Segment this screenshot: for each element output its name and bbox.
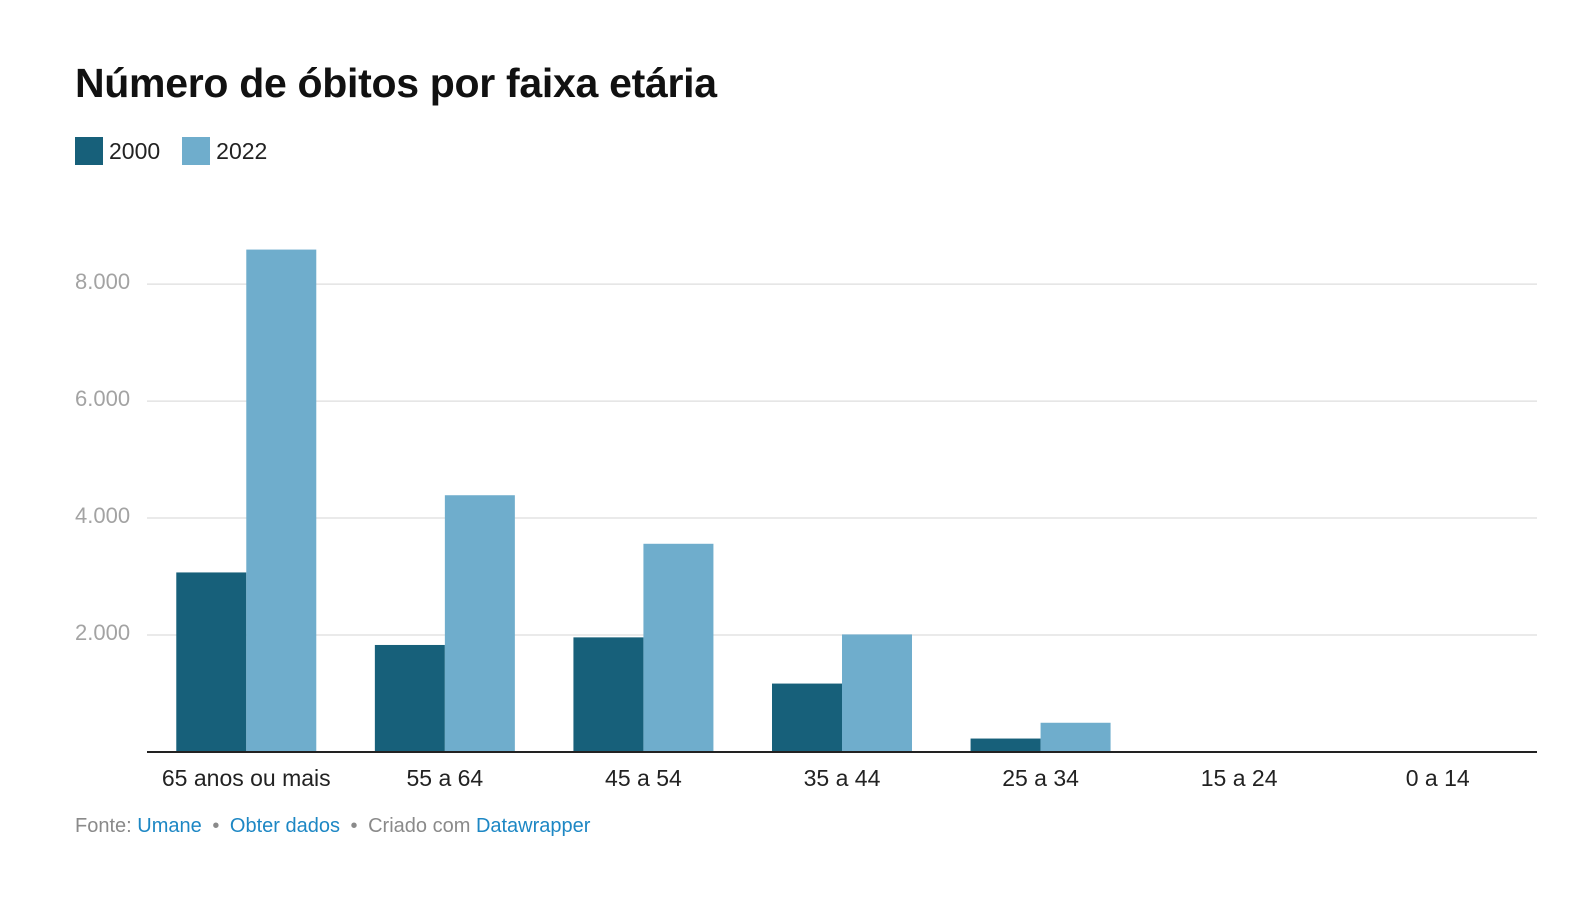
bar-2022 [1040, 722, 1111, 752]
bar-2022 [444, 495, 515, 752]
x-tick-label: 55 a 64 [406, 765, 483, 791]
bar-2000 [374, 644, 445, 752]
x-tick-label: 15 a 24 [1201, 765, 1278, 791]
x-tick-label: 35 a 44 [804, 765, 881, 791]
bar-2000 [772, 683, 842, 752]
y-tick-label: 6.000 [75, 386, 130, 411]
bar-2022 [842, 634, 912, 752]
x-tick-label: 65 anos ou mais [162, 765, 331, 791]
y-tick-label: 8.000 [75, 269, 130, 294]
x-tick-label: 25 a 34 [1002, 765, 1079, 791]
source-label: Fonte: [75, 815, 132, 837]
legend: 2000 2022 [75, 137, 289, 165]
get-data-link[interactable]: Obter dados [229, 815, 340, 837]
chart-title: Número de óbitos por faixa etária [75, 60, 717, 106]
legend-item-2000: 2000 [75, 137, 160, 165]
footer-separator: • [212, 815, 220, 837]
x-tick-label: 0 a 14 [1406, 765, 1470, 791]
legend-label-2022: 2022 [216, 137, 268, 164]
bar-2000 [970, 738, 1041, 752]
bar-2022 [643, 543, 714, 752]
legend-swatch-2000 [75, 137, 103, 165]
y-tick-label: 4.000 [75, 503, 130, 528]
bar-2000 [573, 637, 644, 752]
legend-swatch-2022 [182, 137, 211, 165]
source-link[interactable]: Umane [137, 815, 202, 837]
y-tick-label: 2.000 [75, 620, 130, 645]
x-tick-label: 45 a 54 [605, 765, 682, 791]
created-with-label: Criado com [368, 815, 471, 837]
legend-item-2022: 2022 [182, 137, 267, 165]
footer: Fonte: Umane • Obter dados • Criado com … [75, 815, 590, 838]
bar-2022 [246, 249, 317, 752]
bar-2000 [176, 572, 247, 752]
legend-label-2000: 2000 [109, 137, 161, 164]
datawrapper-link[interactable]: Datawrapper [475, 815, 591, 837]
footer-separator: • [350, 815, 358, 837]
